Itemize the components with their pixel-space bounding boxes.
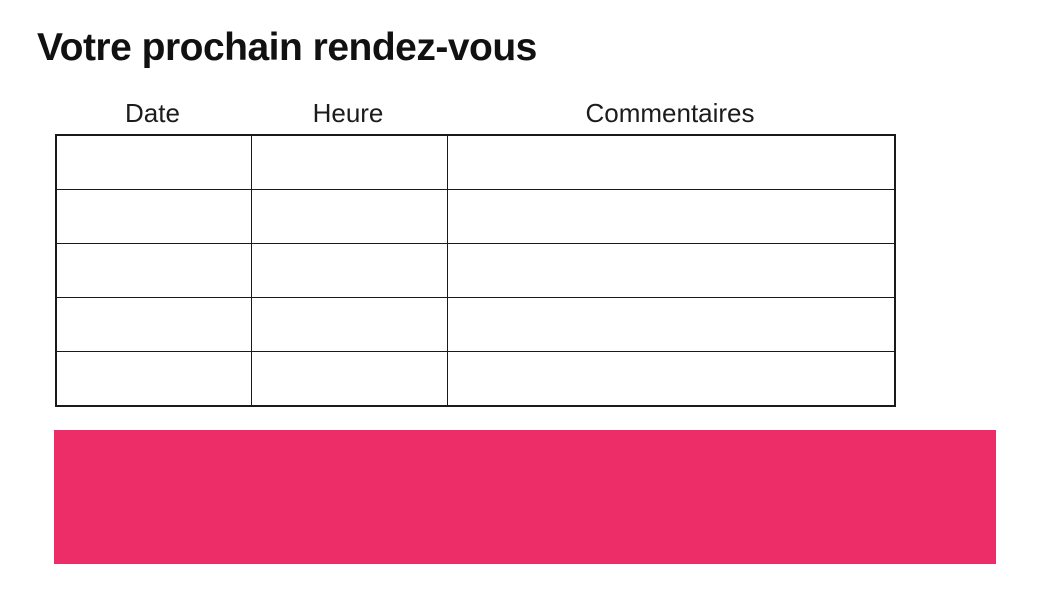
table-row: [55, 188, 896, 244]
table-cell-date: [55, 188, 252, 244]
table-cell-commentaires: [446, 188, 896, 244]
table-cell-date: [55, 134, 252, 190]
table-cell-commentaires: [446, 351, 896, 407]
table-cell-heure: [250, 351, 448, 407]
table-row: [55, 242, 896, 299]
table-cell-date: [55, 297, 252, 353]
table-cell-heure: [250, 188, 448, 244]
table-cell-date: [55, 351, 252, 407]
table-row: [55, 351, 896, 407]
column-header-date: Date: [125, 97, 180, 128]
pink-banner: [54, 430, 996, 564]
table-cell-commentaires: [446, 134, 896, 190]
table-cell-commentaires: [446, 242, 896, 299]
column-header-commentaires: Commentaires: [585, 97, 755, 128]
table-header-row: Date Heure Commentaires: [55, 92, 894, 134]
table-cell-heure: [250, 242, 448, 299]
page-title: Votre prochain rendez-vous: [37, 26, 537, 69]
appointments-table: [55, 134, 896, 407]
table-cell-commentaires: [446, 297, 896, 353]
table-cell-heure: [250, 134, 448, 190]
table-row: [55, 134, 896, 190]
column-header-heure: Heure: [312, 97, 384, 128]
table-cell-date: [55, 242, 252, 299]
table-row: [55, 297, 896, 353]
table-cell-heure: [250, 297, 448, 353]
